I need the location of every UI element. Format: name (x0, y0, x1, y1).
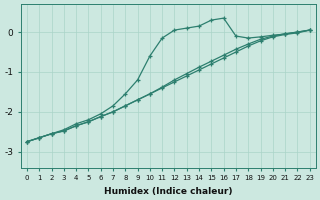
X-axis label: Humidex (Indice chaleur): Humidex (Indice chaleur) (104, 187, 233, 196)
